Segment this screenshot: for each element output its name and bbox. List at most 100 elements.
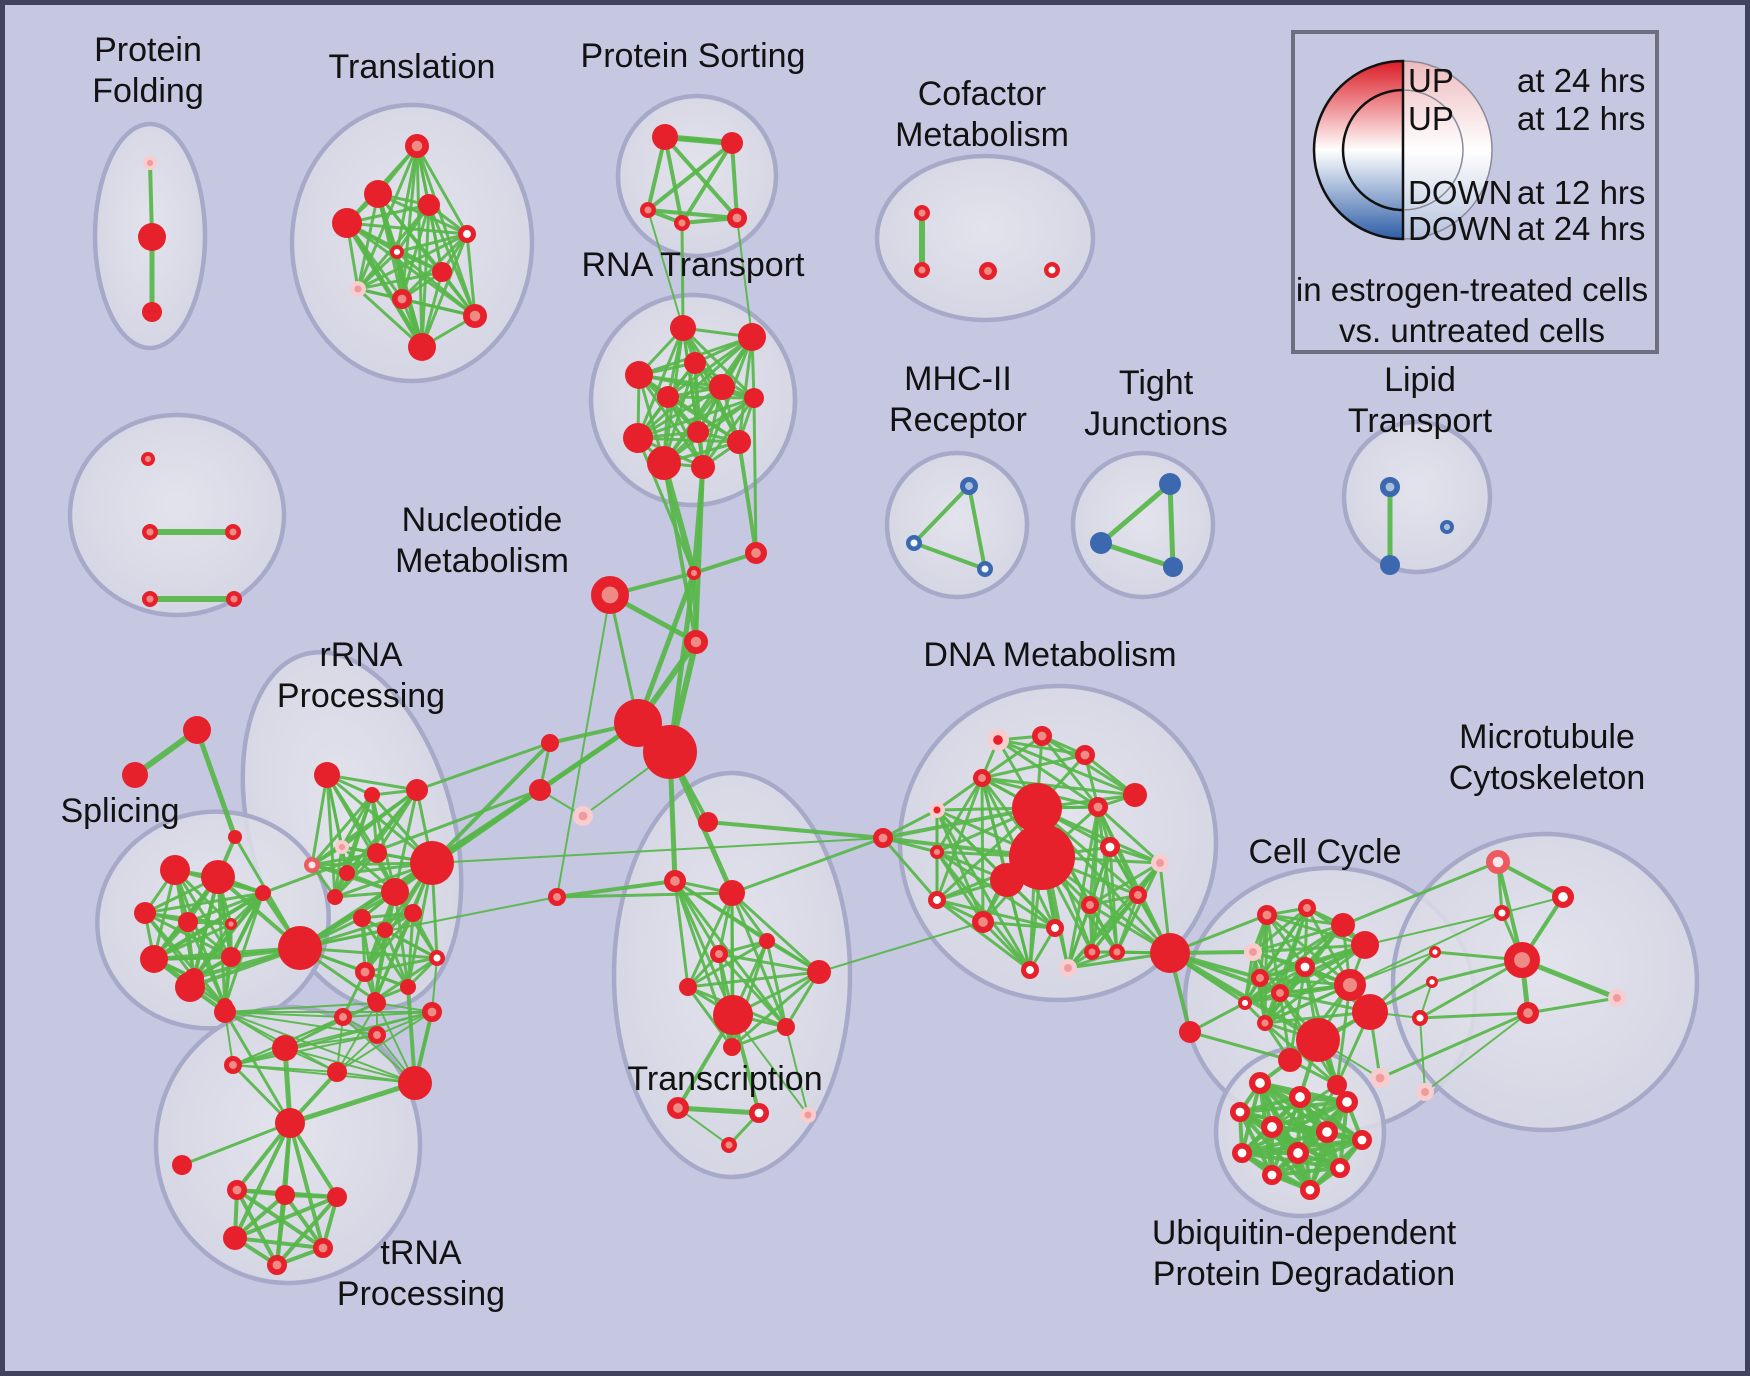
node-dm21[interactable]: [1021, 961, 1040, 980]
node-ps0[interactable]: [652, 124, 678, 150]
node-rr4[interactable]: [364, 787, 380, 803]
node-dm13[interactable]: [1151, 854, 1170, 873]
node-cm1[interactable]: [913, 261, 930, 278]
node-lt2[interactable]: [1439, 520, 1454, 535]
node-ts7[interactable]: [713, 995, 753, 1035]
node-rt5[interactable]: [657, 386, 679, 408]
node-ub4[interactable]: [1260, 1115, 1283, 1138]
node-cm0[interactable]: [913, 205, 930, 222]
node-tr6[interactable]: [432, 262, 452, 282]
node-dm4[interactable]: [928, 801, 945, 818]
node-cy8[interactable]: [1237, 996, 1252, 1011]
node-rt11[interactable]: [691, 455, 715, 479]
node-ts4[interactable]: [759, 933, 775, 949]
node-mc5[interactable]: [1426, 975, 1439, 988]
node-tn10[interactable]: [275, 1108, 305, 1138]
node-rt8[interactable]: [623, 423, 653, 453]
node-mh2[interactable]: [976, 560, 993, 577]
node-cm2[interactable]: [979, 261, 998, 280]
node-mc1[interactable]: [1551, 886, 1574, 909]
node-dm1[interactable]: [1032, 725, 1053, 746]
node-dm6[interactable]: [930, 845, 945, 860]
node-dm23[interactable]: [1150, 933, 1190, 973]
node-tn8[interactable]: [421, 1001, 442, 1022]
node-tn12[interactable]: [227, 1180, 248, 1201]
node-cy14[interactable]: [1327, 1075, 1347, 1095]
node-dm12[interactable]: [1100, 836, 1121, 857]
node-cy2[interactable]: [1331, 913, 1355, 937]
node-tn16[interactable]: [266, 1255, 287, 1276]
node-cy13[interactable]: [1278, 1048, 1302, 1072]
node-tr0[interactable]: [404, 134, 429, 159]
node-cy1[interactable]: [1298, 899, 1317, 918]
node-px0[interactable]: [1370, 1068, 1391, 1089]
node-rt10[interactable]: [647, 446, 681, 480]
node-cy10[interactable]: [1333, 968, 1366, 1001]
node-ts3[interactable]: [710, 945, 729, 964]
node-cm3[interactable]: [1043, 261, 1060, 278]
node-rr6[interactable]: [334, 840, 349, 855]
node-ub7[interactable]: [1232, 1143, 1253, 1164]
node-rt1[interactable]: [738, 323, 766, 351]
node-cc3[interactable]: [683, 629, 708, 654]
node-cc6[interactable]: [541, 734, 559, 752]
node-rr5[interactable]: [406, 779, 428, 801]
node-ub8[interactable]: [1286, 1141, 1309, 1164]
node-tr7[interactable]: [349, 280, 366, 297]
node-dm24[interactable]: [1179, 1021, 1201, 1043]
node-cy11[interactable]: [1352, 994, 1388, 1030]
node-cy3[interactable]: [1351, 931, 1379, 959]
node-rt3[interactable]: [625, 361, 653, 389]
node-ps2[interactable]: [639, 202, 656, 219]
node-cc1[interactable]: [745, 542, 768, 565]
node-ps4[interactable]: [726, 208, 747, 229]
node-tn0[interactable]: [175, 972, 205, 1002]
node-ts1[interactable]: [664, 870, 687, 893]
node-tn7[interactable]: [368, 994, 386, 1012]
node-mc8[interactable]: [1411, 1009, 1428, 1026]
node-mc4[interactable]: [1429, 945, 1442, 958]
node-ts11[interactable]: [748, 1103, 769, 1124]
node-dm16[interactable]: [1081, 896, 1100, 915]
node-lt1[interactable]: [1380, 555, 1400, 575]
node-tn3[interactable]: [224, 1056, 243, 1075]
node-cc5[interactable]: [643, 725, 697, 779]
node-mh1[interactable]: [905, 534, 922, 551]
node-sp7[interactable]: [221, 947, 241, 967]
node-sp5[interactable]: [140, 945, 168, 973]
node-rr16[interactable]: [428, 949, 445, 966]
node-tr5[interactable]: [389, 245, 404, 260]
node-rr7[interactable]: [303, 856, 320, 873]
node-nm3[interactable]: [142, 590, 159, 607]
node-dm7[interactable]: [1012, 783, 1062, 833]
node-tn14[interactable]: [327, 1187, 347, 1207]
node-ub1[interactable]: [1288, 1085, 1311, 1108]
node-ts12[interactable]: [799, 1106, 816, 1123]
node-tn9[interactable]: [398, 1066, 432, 1100]
node-ts2[interactable]: [719, 880, 745, 906]
node-tr4[interactable]: [457, 225, 476, 244]
node-rr17[interactable]: [354, 961, 375, 982]
node-pf2[interactable]: [142, 302, 162, 322]
node-dm3[interactable]: [973, 769, 992, 788]
node-sp8[interactable]: [255, 885, 271, 901]
node-dm22[interactable]: [1108, 943, 1125, 960]
node-tn13[interactable]: [275, 1185, 295, 1205]
node-rr18[interactable]: [400, 979, 416, 995]
node-nm1[interactable]: [142, 523, 159, 540]
node-ps3[interactable]: [673, 215, 690, 232]
node-cc9[interactable]: [698, 812, 718, 832]
node-mc2[interactable]: [1493, 904, 1510, 921]
node-ub0[interactable]: [1248, 1071, 1271, 1094]
node-dm20[interactable]: [1059, 959, 1078, 978]
node-tn6[interactable]: [367, 1026, 386, 1045]
node-dm0[interactable]: [987, 729, 1010, 752]
node-tj2[interactable]: [1163, 557, 1183, 577]
node-tj0[interactable]: [1159, 473, 1181, 495]
node-dm17[interactable]: [1129, 886, 1148, 905]
node-ub6[interactable]: [1352, 1130, 1373, 1151]
node-rt4[interactable]: [709, 374, 735, 400]
node-nm4[interactable]: [226, 590, 243, 607]
node-ts10[interactable]: [667, 1096, 690, 1119]
node-rr20[interactable]: [278, 926, 322, 970]
